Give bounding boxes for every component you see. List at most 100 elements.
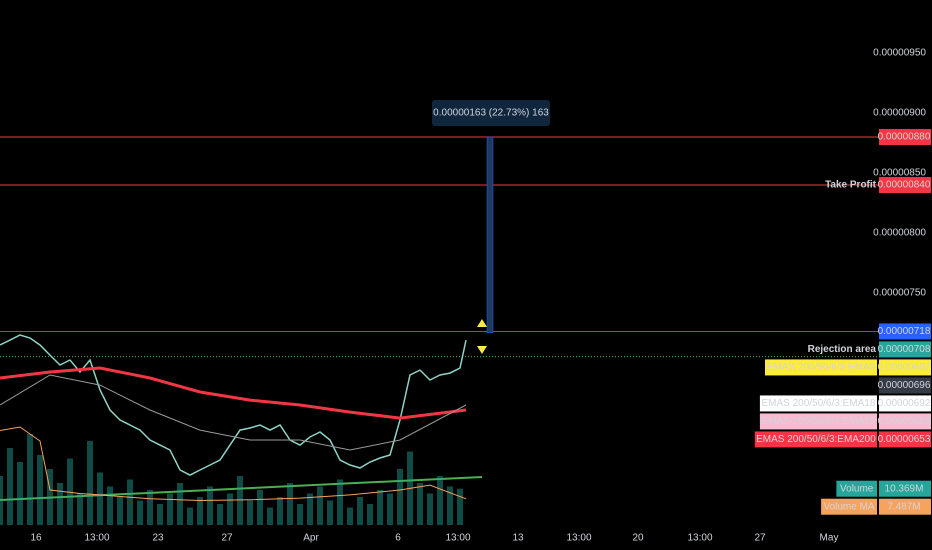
x-tick-label: May <box>820 533 839 544</box>
volume-bar <box>187 507 193 525</box>
volume-bar <box>287 483 293 525</box>
series-name: Volume <box>840 483 874 494</box>
price-label-box <box>879 359 931 376</box>
volume-bar <box>87 441 93 525</box>
volume-bar <box>437 476 443 525</box>
x-tick-label: 13 <box>512 533 524 544</box>
up-marker <box>477 319 487 327</box>
x-tick-label: 27 <box>754 533 766 544</box>
volume-bar <box>457 488 463 525</box>
volume-bar <box>207 486 213 525</box>
series-line <box>0 366 467 420</box>
price-axis <box>880 0 932 550</box>
name-box <box>759 395 877 412</box>
x-tick-label: 13:00 <box>445 533 470 544</box>
volume-bar <box>197 497 203 525</box>
price-label-box <box>879 498 931 515</box>
x-tick-label: 13:00 <box>84 533 109 544</box>
measure-label: 0.00000163 (22.73%) 163 <box>433 108 549 119</box>
volume-bar <box>17 462 23 525</box>
volume-bar <box>167 493 173 525</box>
volume-bar <box>137 500 143 525</box>
x-tick-label: 13:00 <box>566 533 591 544</box>
name-box <box>759 413 877 430</box>
series-name: EMAS 200/50/6/3:EMA50 <box>761 416 875 427</box>
price-label-box <box>879 323 931 340</box>
volume-bar <box>57 483 63 525</box>
series-name: Volume MA <box>823 501 874 512</box>
price-label: 0.00000696 <box>878 380 931 391</box>
volume-bar <box>37 455 43 525</box>
price-label: 7.487M <box>887 501 920 512</box>
price-label: 0.00000692 <box>878 398 931 409</box>
x-tick-label: 16 <box>30 533 42 544</box>
price-label: 0.00000658 <box>878 416 931 427</box>
series-line <box>0 426 467 502</box>
down-marker <box>477 346 487 354</box>
volume-bar <box>27 434 33 525</box>
measure-box <box>432 100 550 126</box>
price-label-box <box>879 480 931 497</box>
note: Take Profit <box>825 180 877 191</box>
volume-bar <box>417 483 423 525</box>
volume-bar <box>277 497 283 525</box>
y-tick-label: 0.00000950 <box>873 48 926 59</box>
x-tick-label: Apr <box>303 533 319 544</box>
volume-bar <box>387 493 393 525</box>
series-name: EMAS 200/50/6/3:EMA9 <box>767 362 876 373</box>
volume-bar <box>307 493 313 525</box>
volume-bar <box>7 448 13 525</box>
volume-bar <box>367 504 373 525</box>
volume-bar <box>247 500 253 525</box>
plot-area <box>0 136 880 525</box>
volume-bar <box>427 493 433 525</box>
y-tick-label: 0.00000900 <box>873 108 926 119</box>
name-box <box>754 431 877 448</box>
series-name: EMAS 200/50/6/3:EMA200 <box>756 434 876 445</box>
price-label-box <box>879 129 931 146</box>
price-label: 0.00000840 <box>878 180 931 191</box>
x-tick-label: 20 <box>632 533 644 544</box>
price-label: 0.00000697 <box>878 362 931 373</box>
volume-bar <box>107 486 113 525</box>
x-tick-label: 27 <box>221 533 233 544</box>
volume-bar <box>0 476 3 525</box>
series-line <box>0 374 467 451</box>
price-label-box <box>879 177 931 194</box>
volume-bar <box>447 486 453 525</box>
price-label-box <box>879 395 931 412</box>
volume-bar <box>127 479 133 525</box>
price-label: 0.00000880 <box>878 132 931 143</box>
volume-bar <box>267 507 273 525</box>
volume-bar <box>347 507 353 525</box>
x-tick-label: 6 <box>395 533 401 544</box>
volume-bar <box>317 486 323 525</box>
price-label-box <box>879 377 931 394</box>
price-label: 10.369M <box>885 483 924 494</box>
volume-bar <box>227 493 233 525</box>
price-label: 0.00000653 <box>878 434 931 445</box>
price-label-box <box>879 431 931 448</box>
volume-bar <box>297 504 303 525</box>
y-tick-label: 0.00000850 <box>873 168 926 179</box>
volume-bar <box>67 458 73 525</box>
name-box <box>765 359 877 376</box>
price-label-box <box>879 341 931 358</box>
volume-bar <box>157 504 163 525</box>
volume-bar <box>217 504 223 525</box>
x-tick-label: 23 <box>152 533 164 544</box>
note: Rejection area <box>808 344 877 355</box>
volume-bar <box>237 476 243 525</box>
volume-bar <box>257 490 263 525</box>
price-label-box <box>879 413 931 430</box>
y-tick-label: 0.00000750 <box>873 288 926 299</box>
series-line <box>0 476 483 501</box>
volume-bar <box>97 472 103 525</box>
volume-bar <box>327 500 333 525</box>
series-name: EMAS 200/50/6/3:EMA18 <box>761 398 875 409</box>
volume-bar <box>47 469 53 525</box>
volume-bar <box>77 493 83 525</box>
